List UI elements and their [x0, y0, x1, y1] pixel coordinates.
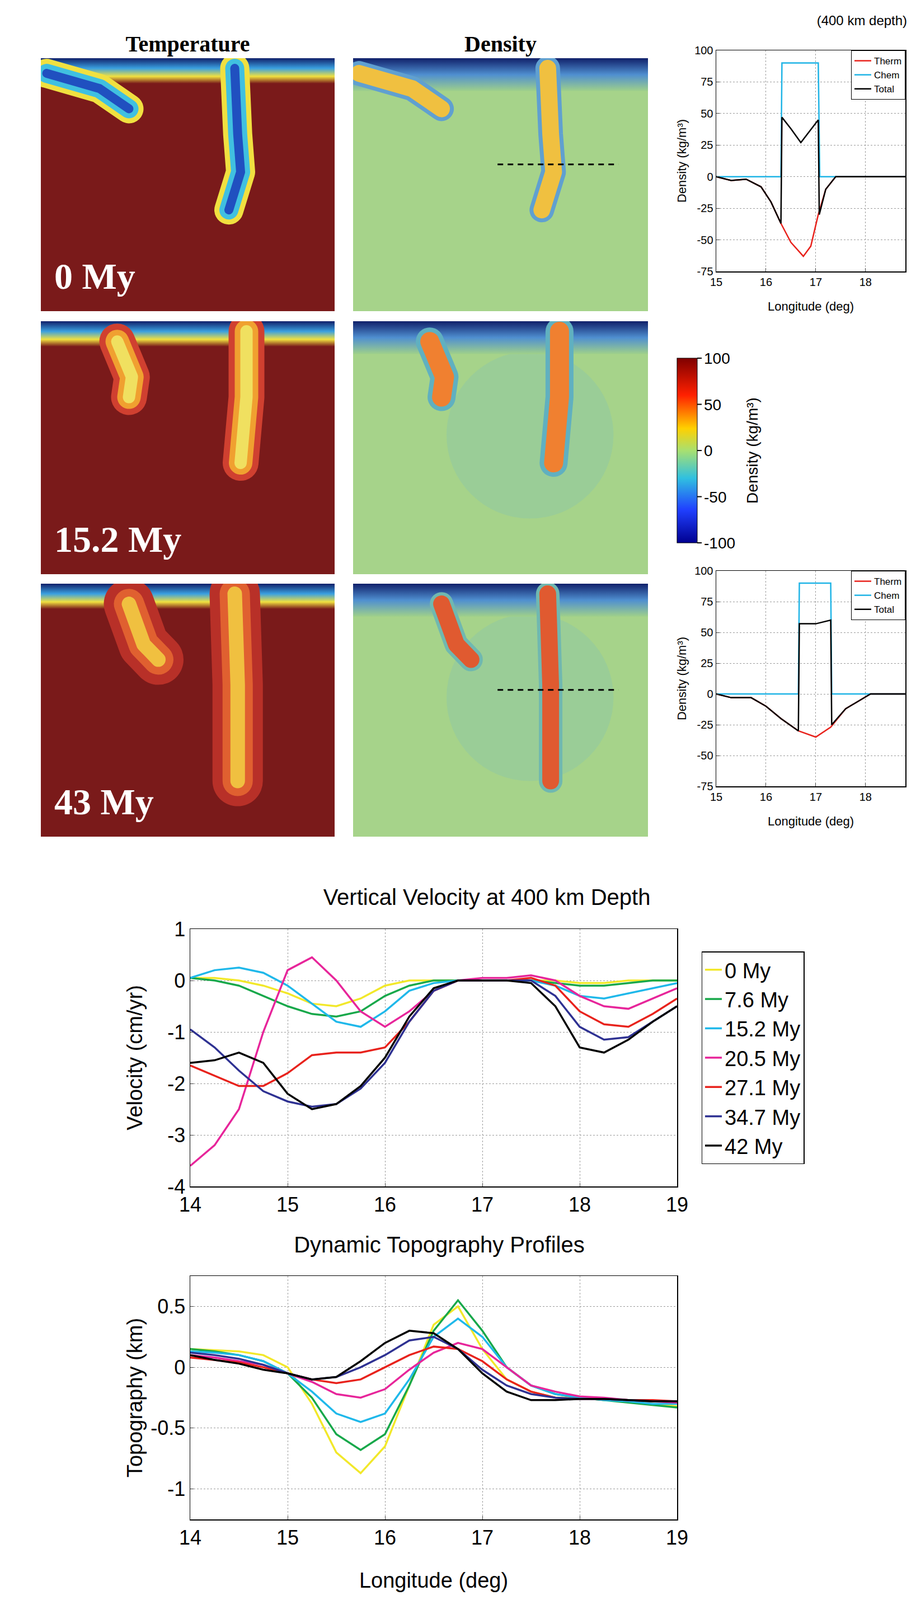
svg-text:Total: Total: [874, 604, 895, 615]
svg-text:16: 16: [759, 790, 773, 803]
svg-text:-50: -50: [697, 749, 714, 762]
svg-text:-50: -50: [697, 233, 714, 247]
svg-text:0: 0: [174, 1355, 186, 1379]
svg-text:Vertical Velocity at 400 km De: Vertical Velocity at 400 km Depth: [323, 884, 651, 910]
svg-text:-4: -4: [167, 1175, 186, 1199]
svg-text:27.1 My: 27.1 My: [724, 1076, 801, 1100]
svg-text:-3: -3: [167, 1123, 186, 1147]
svg-text:Density: Density: [464, 31, 537, 57]
svg-text:Longitude (deg): Longitude (deg): [767, 299, 854, 314]
svg-text:18: 18: [568, 1192, 591, 1216]
svg-text:1: 1: [174, 917, 186, 941]
svg-text:0: 0: [703, 442, 713, 460]
svg-text:-1: -1: [167, 1477, 186, 1501]
svg-text:-1: -1: [167, 1020, 186, 1044]
svg-text:20.5 My: 20.5 My: [724, 1046, 801, 1071]
svg-text:15.2 My: 15.2 My: [724, 1017, 801, 1041]
svg-text:-25: -25: [697, 718, 714, 731]
svg-text:-0.5: -0.5: [150, 1416, 186, 1440]
svg-text:Chem: Chem: [874, 69, 900, 81]
svg-text:0.5: 0.5: [157, 1294, 186, 1318]
svg-text:100: 100: [703, 349, 731, 368]
svg-text:Density (kg/m³): Density (kg/m³): [674, 636, 689, 721]
svg-text:Therm: Therm: [874, 55, 902, 67]
svg-text:Topography (km): Topography (km): [123, 1317, 147, 1478]
svg-text:-2: -2: [167, 1072, 186, 1096]
svg-text:0: 0: [706, 687, 713, 701]
svg-text:100: 100: [694, 564, 713, 577]
svg-text:Longitude (deg): Longitude (deg): [767, 814, 854, 829]
svg-text:15: 15: [276, 1192, 299, 1216]
svg-text:Longitude (deg): Longitude (deg): [359, 1568, 509, 1592]
svg-text:15.2 My: 15.2 My: [54, 518, 182, 560]
svg-text:Density (kg/m³): Density (kg/m³): [674, 119, 689, 203]
svg-text:-25: -25: [697, 202, 714, 215]
svg-text:0 My: 0 My: [724, 959, 771, 983]
svg-text:-75: -75: [697, 265, 714, 278]
svg-text:0 My: 0 My: [54, 255, 136, 297]
svg-text:75: 75: [700, 595, 713, 608]
svg-text:75: 75: [700, 75, 713, 88]
svg-text:17: 17: [809, 790, 822, 803]
svg-text:Total: Total: [874, 83, 895, 95]
svg-text:17: 17: [471, 1525, 494, 1549]
svg-text:15: 15: [710, 790, 723, 803]
svg-text:Chem: Chem: [874, 590, 900, 601]
svg-text:17: 17: [809, 275, 822, 289]
svg-text:-100: -100: [703, 534, 736, 552]
svg-text:19: 19: [665, 1192, 689, 1216]
svg-text:Density (kg/m³): Density (kg/m³): [743, 397, 762, 504]
svg-text:14: 14: [179, 1525, 202, 1549]
svg-text:(400 km depth): (400 km depth): [816, 12, 908, 28]
svg-text:15: 15: [710, 275, 723, 289]
svg-text:16: 16: [373, 1525, 397, 1549]
svg-text:16: 16: [373, 1192, 397, 1216]
svg-text:43 My: 43 My: [54, 781, 154, 822]
svg-text:50: 50: [700, 107, 713, 120]
svg-text:18: 18: [568, 1525, 591, 1549]
svg-text:7.6 My: 7.6 My: [724, 988, 789, 1012]
svg-text:-50: -50: [703, 488, 727, 506]
svg-text:50: 50: [700, 626, 713, 639]
svg-text:25: 25: [700, 138, 713, 152]
svg-text:34.7 My: 34.7 My: [724, 1105, 801, 1130]
svg-text:19: 19: [665, 1525, 689, 1549]
svg-text:Velocity (cm/yr): Velocity (cm/yr): [123, 984, 147, 1131]
svg-text:0: 0: [174, 969, 186, 993]
svg-text:14: 14: [179, 1192, 202, 1216]
svg-text:25: 25: [700, 656, 713, 670]
svg-text:Therm: Therm: [874, 576, 902, 587]
svg-text:Temperature: Temperature: [125, 31, 250, 57]
svg-text:15: 15: [276, 1525, 299, 1549]
svg-text:17: 17: [471, 1192, 494, 1216]
svg-text:18: 18: [859, 790, 872, 803]
svg-text:100: 100: [694, 44, 713, 57]
svg-text:42 My: 42 My: [724, 1134, 783, 1159]
svg-text:18: 18: [859, 275, 872, 289]
svg-text:-75: -75: [697, 780, 714, 793]
svg-text:0: 0: [706, 170, 713, 183]
svg-text:Dynamic Topography Profiles: Dynamic Topography Profiles: [293, 1232, 585, 1257]
svg-text:50: 50: [703, 396, 722, 414]
svg-text:16: 16: [759, 275, 773, 289]
